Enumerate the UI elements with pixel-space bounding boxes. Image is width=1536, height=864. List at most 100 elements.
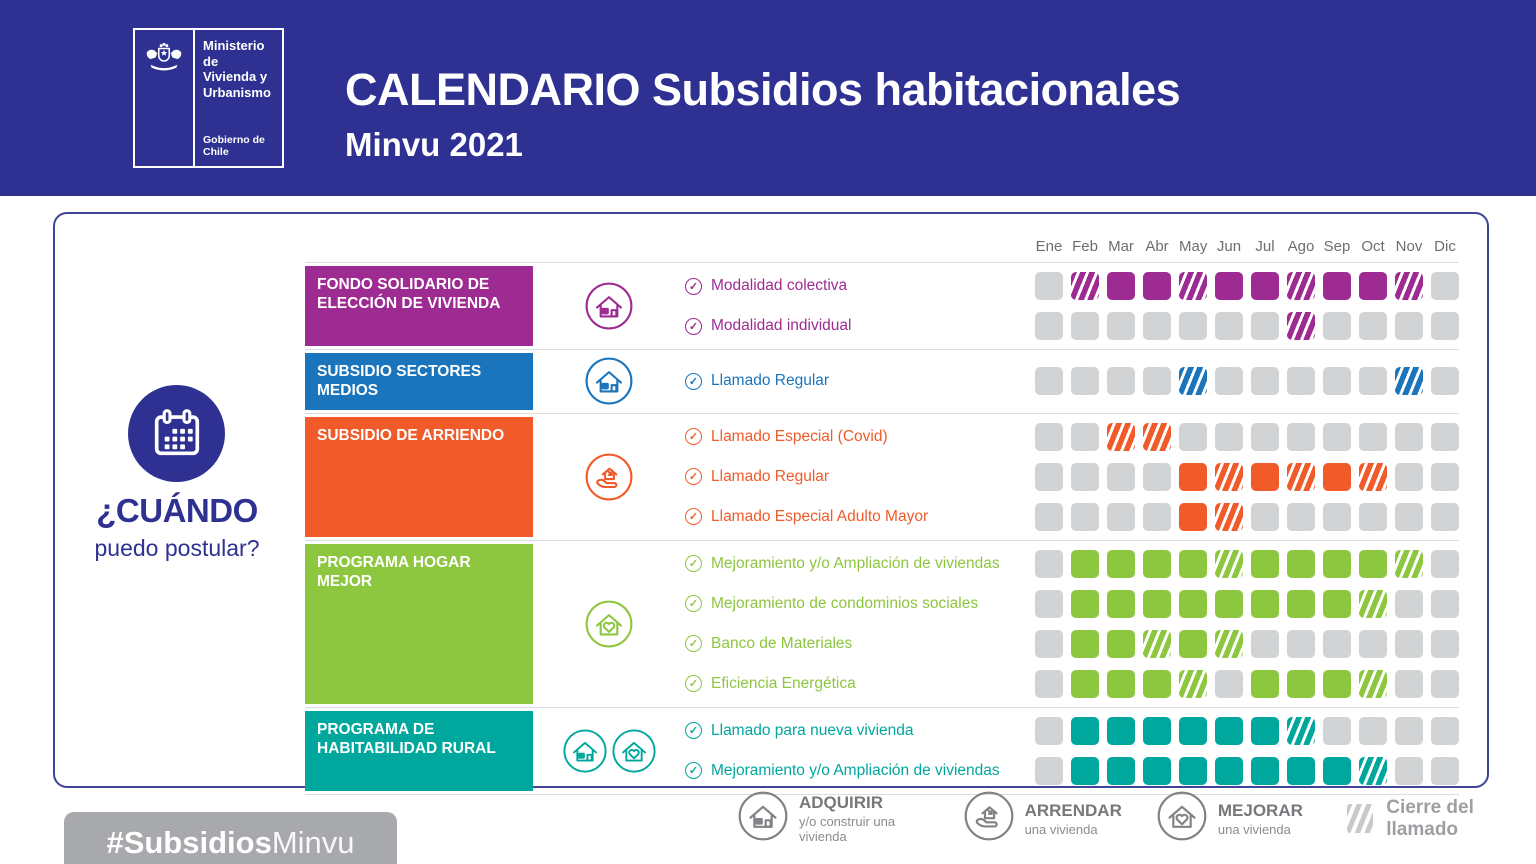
page-title: CALENDARIO Subsidios habitacionales (345, 64, 1181, 115)
page-subtitle: Minvu 2021 (345, 126, 523, 163)
calendar-cell (1251, 756, 1279, 785)
calendar-row: ✓ Modalidad individual (685, 306, 1459, 346)
legend-title: ADQUIRIR (799, 793, 884, 812)
program-name: PROGRAMA DE HABITABILIDAD RURAL (305, 710, 533, 791)
check-icon: ✓ (685, 317, 702, 335)
calendar-cell (1359, 756, 1387, 785)
month-cells (1035, 629, 1459, 658)
calendar-cell (1287, 756, 1315, 785)
calendar-cell (1071, 756, 1099, 785)
check-icon: ✓ (685, 468, 702, 486)
calendar-cell (1035, 756, 1063, 785)
minvu-logo: Ministerio de Vivienda y Urbanismo Gobie… (133, 28, 284, 168)
calendar-cell (1035, 462, 1063, 491)
calendar-cell (1359, 589, 1387, 618)
calendar-cell (1287, 272, 1315, 300)
calendar-cell (1107, 422, 1135, 451)
program-group: FONDO SOLIDARIO DE ELECCIÓN DE VIVIENDA … (305, 262, 1459, 346)
month-cells (1035, 549, 1459, 578)
month-label: Nov (1395, 238, 1423, 255)
calendar-cell (1287, 502, 1315, 531)
calendar-cell (1179, 462, 1207, 491)
row-label: ✓ Llamado Regular (685, 468, 1035, 486)
calendar-cell (1215, 629, 1243, 658)
calendar-cell (1143, 549, 1171, 578)
calendar-cell (1251, 422, 1279, 451)
program-group: PROGRAMA DE HABITABILIDAD RURAL ✓ Llamado… (305, 706, 1459, 795)
hashtag-light: Minvu (271, 825, 355, 860)
month-label: Feb (1072, 238, 1098, 255)
calendar-cell (1035, 367, 1063, 396)
program-rows: ✓ Llamado Regular (685, 353, 1459, 410)
legend-text: MEJORAR una vivienda (1218, 801, 1303, 837)
calendar-cell (1323, 716, 1351, 745)
program-icons (533, 266, 685, 346)
check-icon: ✓ (685, 722, 702, 740)
row-label-text: Llamado Especial (Covid) (711, 427, 888, 445)
calendar-cell (1395, 756, 1423, 785)
calendar-cell (1395, 502, 1423, 531)
calendar-badge (128, 385, 225, 482)
hatched-swatch-icon (1346, 804, 1374, 833)
calendar-cell (1359, 502, 1387, 531)
calendar-cell (1107, 312, 1135, 340)
calendar-cell (1035, 669, 1063, 698)
month-cells (1035, 756, 1459, 785)
calendar-cell (1323, 272, 1351, 300)
calendar-cell (1251, 272, 1279, 300)
calendar-cell (1179, 272, 1207, 300)
calendar-cell (1035, 502, 1063, 531)
calendar-cell (1395, 272, 1423, 300)
calendar-cell (1035, 589, 1063, 618)
row-label: ✓ Llamado Especial (Covid) (685, 428, 1035, 446)
check-icon: ✓ (685, 675, 702, 693)
calendar-cell (1359, 422, 1387, 451)
house-icon (584, 281, 634, 331)
calendar-cell (1143, 462, 1171, 491)
calendar-cell (1359, 669, 1387, 698)
row-label: ✓ Banco de Materiales (685, 635, 1035, 653)
month-label: Ene (1035, 238, 1063, 255)
calendar-cell (1251, 502, 1279, 531)
calendar-cell (1431, 462, 1459, 491)
check-icon: ✓ (685, 635, 702, 653)
calendar-cell (1287, 422, 1315, 451)
calendar-cell (1107, 589, 1135, 618)
program-group: SUBSIDIO SECTORES MEDIOS ✓ Llamado Regula… (305, 349, 1459, 410)
calendar-cell (1035, 312, 1063, 340)
calendar-row: ✓ Llamado Especial Adulto Mayor (685, 497, 1459, 537)
calendar-cell (1071, 669, 1099, 698)
month-label: Abr (1145, 238, 1169, 255)
legend-item: MEJORAR una vivienda (1156, 790, 1303, 847)
calendar-cell (1323, 422, 1351, 451)
calendar-icon (154, 408, 199, 455)
program-icons (533, 353, 685, 410)
calendar-cell (1395, 669, 1423, 698)
program-rows: ✓ Llamado Especial (Covid) ✓ Llamado Regula… (685, 417, 1459, 537)
calendar-cell (1431, 272, 1459, 300)
calendar-cell (1215, 502, 1243, 531)
calendar-cell (1251, 367, 1279, 396)
program-group: SUBSIDIO DE ARRIENDO ✓ Llamado Especial (… (305, 412, 1459, 537)
calendar-cell (1143, 589, 1171, 618)
row-label-text: Llamado Especial Adulto Mayor (711, 507, 929, 525)
calendar-cell (1143, 502, 1171, 531)
coat-of-arms-icon (135, 30, 195, 166)
calendar-cell (1215, 589, 1243, 618)
calendar-cell (1251, 716, 1279, 745)
row-label: ✓ Llamado Regular (685, 372, 1035, 390)
hand-house-icon (963, 790, 1015, 847)
government-label: Gobierno de Chile (203, 134, 265, 158)
calendar-cell (1143, 716, 1171, 745)
calendar-cell (1179, 367, 1207, 396)
program-name: FONDO SOLIDARIO DE ELECCIÓN DE VIVIENDA (305, 266, 533, 346)
legend-title: ARRENDAR (1024, 800, 1122, 820)
calendar-cell (1179, 756, 1207, 785)
calendar-cell (1071, 462, 1099, 491)
calendar-cell (1215, 716, 1243, 745)
month-cells (1035, 669, 1459, 698)
calendar-cell (1431, 422, 1459, 451)
calendar-cell (1251, 462, 1279, 491)
calendar-cell (1143, 422, 1171, 451)
